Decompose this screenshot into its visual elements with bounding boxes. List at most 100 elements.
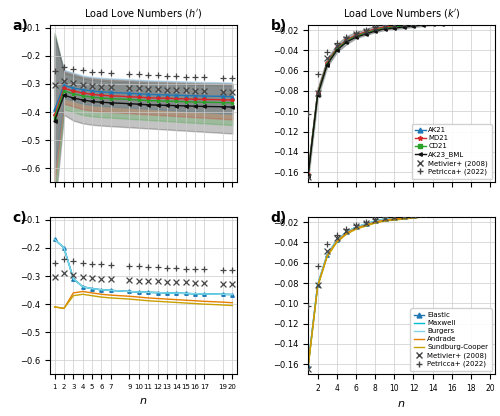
MD21 <box>80 91 86 96</box>
Line: Elastic: Elastic <box>53 238 234 296</box>
Line: MD21: MD21 <box>52 86 234 117</box>
AK23_BML <box>230 104 235 109</box>
AK21 <box>478 16 484 21</box>
Point <box>70 65 78 72</box>
Burgers <box>353 225 359 230</box>
AK21 <box>70 86 76 91</box>
Point <box>362 27 370 33</box>
AK21 <box>80 87 86 92</box>
Burgers <box>108 288 114 293</box>
AK23_BML <box>98 100 104 105</box>
Burgers <box>344 230 349 235</box>
Line: Andrade: Andrade <box>54 292 233 308</box>
Point <box>419 19 427 25</box>
MD21 <box>61 86 67 91</box>
MD21 <box>372 27 378 32</box>
MD21 <box>449 18 455 23</box>
AK21 <box>98 89 104 94</box>
Sundburg-Cooper <box>334 240 340 245</box>
AK21 <box>440 20 446 25</box>
AK23_BML <box>344 40 349 45</box>
Title: Load Love Numbers ($k'$): Load Love Numbers ($k'$) <box>342 7 460 20</box>
Point <box>200 280 208 286</box>
Maxwell <box>353 225 359 230</box>
Point <box>107 84 115 90</box>
Burgers <box>487 208 493 213</box>
Sundburg-Cooper <box>314 285 320 290</box>
AK21 <box>52 107 58 112</box>
Maxwell <box>182 291 188 296</box>
AK23_BML <box>145 102 151 107</box>
Point <box>60 78 68 84</box>
Sundburg-Cooper <box>487 210 493 215</box>
AK21 <box>430 20 436 25</box>
Point <box>342 228 350 235</box>
Burgers <box>440 211 446 216</box>
AK21 <box>182 93 188 98</box>
Andrade <box>430 213 436 218</box>
Point <box>438 210 446 216</box>
AK23_BML <box>458 20 464 25</box>
MD21 <box>192 97 198 102</box>
Point <box>126 71 134 77</box>
Elastic <box>458 209 464 214</box>
Point <box>342 226 350 233</box>
Point <box>323 241 331 248</box>
Point <box>476 207 484 213</box>
Elastic <box>478 208 484 213</box>
CD21 <box>89 95 95 100</box>
Maxwell <box>136 290 142 295</box>
Sundburg-Cooper <box>440 213 446 218</box>
Maxwell <box>61 245 67 250</box>
Point <box>78 81 86 88</box>
Point <box>486 15 494 21</box>
AK23_BML <box>220 104 226 109</box>
Sundburg-Cooper <box>458 211 464 216</box>
CD21 <box>478 17 484 22</box>
Point <box>458 15 466 22</box>
Maxwell <box>382 217 388 222</box>
Point <box>182 279 190 286</box>
CD21 <box>154 98 160 103</box>
Maxwell <box>344 230 349 235</box>
Point <box>154 278 162 285</box>
Point <box>448 17 456 23</box>
MD21 <box>487 16 493 21</box>
Point <box>304 111 312 118</box>
AK23_BML <box>126 101 132 106</box>
Elastic <box>145 290 151 295</box>
CD21 <box>401 23 407 28</box>
AK23_BML <box>410 23 416 28</box>
Sundburg-Cooper <box>344 232 349 237</box>
AK23_BML <box>440 22 446 27</box>
Text: b): b) <box>270 19 287 33</box>
AK23_BML <box>136 102 142 107</box>
AK21 <box>487 16 493 21</box>
Point <box>428 210 436 216</box>
Maxwell <box>334 238 340 243</box>
Maxwell <box>478 208 484 213</box>
Burgers <box>410 213 416 218</box>
Elastic <box>173 291 179 296</box>
MD21 <box>458 17 464 22</box>
Maxwell <box>154 290 160 295</box>
Point <box>60 255 68 262</box>
Andrade <box>478 209 484 214</box>
Maxwell <box>173 291 179 296</box>
AK23_BML <box>334 48 340 53</box>
MD21 <box>324 60 330 65</box>
Elastic <box>202 292 207 297</box>
Point <box>448 17 456 23</box>
Elastic <box>430 211 436 216</box>
Point <box>163 278 171 285</box>
Elastic <box>98 287 104 292</box>
Andrade <box>98 292 104 297</box>
Elastic <box>392 215 398 220</box>
AK21 <box>420 20 426 25</box>
Burgers <box>202 292 207 297</box>
Elastic <box>126 289 132 294</box>
Elastic <box>314 282 320 287</box>
Point <box>144 278 152 285</box>
Title: Load Love Numbers ($h'$): Load Love Numbers ($h'$) <box>84 7 202 20</box>
AK23_BML <box>468 20 474 25</box>
